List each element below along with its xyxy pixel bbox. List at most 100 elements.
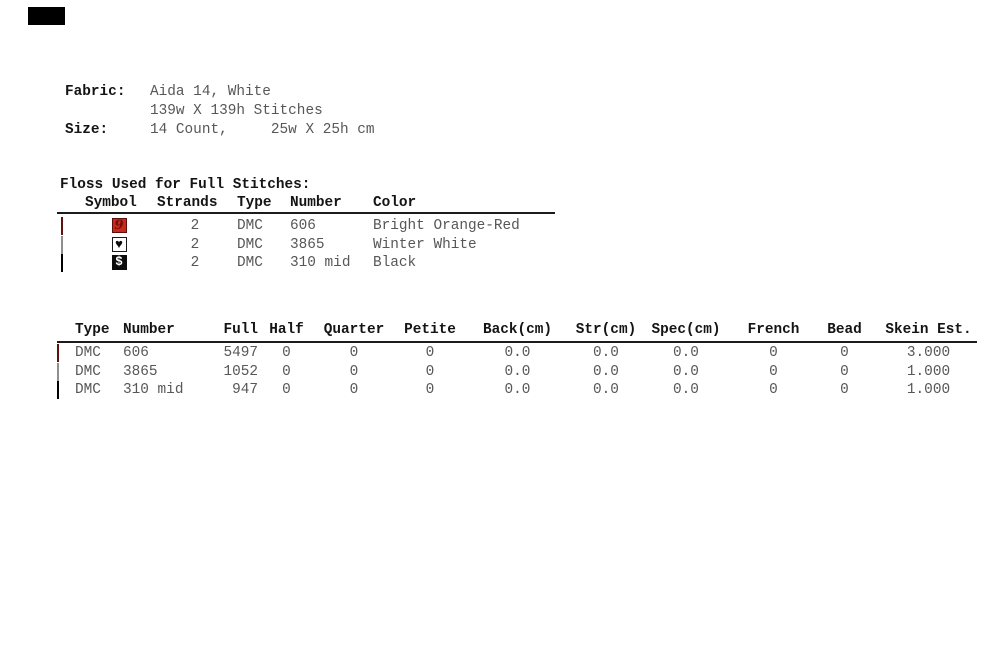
table-row: DMC 606 5497 0 0 0 0.0 0.0 0.0 0 0 3.000 [57,344,985,363]
usage-header-bead: Bead [827,322,862,338]
usage-table-header-rule [57,341,977,343]
stitch-symbol-glyph: $ [115,255,123,270]
floss-table-body: 9 2 DMC 606 Bright Orange-Red ♥ 2 DMC 38… [57,217,555,273]
fabric-value-line1: Aida 14, White [150,84,271,100]
floss-header-strands: Strands [157,195,218,211]
number-cell: 3865 [123,363,158,380]
size-value: 14 Count, 25w X 25h cm [150,122,375,138]
french-cell: 0 [769,363,778,380]
type-cell: DMC [75,382,101,399]
type-cell: DMC [237,255,263,272]
usage-header-french: French [747,322,800,338]
number-cell: 310 mid [123,382,184,399]
floss-header-number: Number [290,195,342,211]
usage-header-skein: Skein Est. [885,322,972,338]
usage-header-spacer [57,322,75,339]
usage-header-full: Full [223,322,258,338]
floss-header-symbol: Symbol [85,195,137,211]
fabric-label-spacer [65,102,150,121]
quarter-cell: 0 [349,345,359,361]
bead-cell: 0 [840,363,849,380]
floss-header-spacer [57,195,83,211]
usage-header-back: Back(cm) [482,322,553,338]
number-cell: 606 [290,218,316,234]
type-cell: DMC [75,345,101,361]
quarter-cell: 0 [349,363,359,380]
fabric-row-2: 139w X 139h Stitches [65,102,375,121]
back-cell: 0.0 [504,363,531,380]
color-swatch [61,235,63,254]
full-cell: 5497 [223,345,258,361]
skein-cell: 1.000 [906,382,951,399]
skein-cell: 1.000 [906,363,951,380]
color-swatch [57,362,59,381]
usage-header-quarter: Quarter [323,322,385,338]
skein-cell: 3.000 [906,345,951,361]
str-cell: 0.0 [593,345,619,361]
stitch-symbol-glyph: ♥ [115,236,123,252]
usage-header-spec: Spec(cm) [651,322,721,338]
full-cell: 1052 [223,363,258,380]
bead-cell: 0 [840,382,849,399]
number-cell: 3865 [290,236,325,253]
floss-table-title: Floss Used for Full Stitches: [60,177,311,193]
type-cell: DMC [75,363,101,380]
french-cell: 0 [769,382,778,399]
size-label: Size: [65,122,109,138]
strands-cell: 2 [190,236,200,253]
floss-header-type: Type [237,195,272,211]
fabric-info-block: Fabric: Aida 14, White 139w X 139h Stitc… [65,83,375,140]
strands-cell: 2 [190,255,200,272]
spec-cell: 0.0 [673,345,699,361]
usage-header-petite: Petite [404,322,456,338]
color-swatch [61,217,63,235]
spec-cell: 0.0 [673,382,699,399]
color-swatch [57,381,59,400]
number-cell: 310 mid [290,255,351,272]
usage-table-body: DMC 606 5497 0 0 0 0.0 0.0 0.0 0 0 3.000… [57,344,985,400]
usage-header-half: Half [269,322,304,338]
table-row: DMC 3865 1052 0 0 0 0.0 0.0 0.0 0 0 1.00… [57,362,985,382]
fabric-value-line2: 139w X 139h Stitches [150,103,323,119]
str-cell: 0.0 [593,382,619,399]
half-cell: 0 [282,363,291,380]
quarter-cell: 0 [349,382,359,399]
usage-header-type: Type [75,322,110,338]
fabric-label: Fabric: [65,84,126,100]
number-cell: 606 [123,345,149,361]
usage-table-header-row: Type Number Full Half Quarter Petite Bac… [57,322,985,339]
back-cell: 0.0 [504,345,531,361]
color-name-cell: Bright Orange-Red [373,218,520,234]
type-cell: DMC [237,218,263,234]
size-row: Size: 14 Count, 25w X 25h cm [65,121,375,140]
stitch-symbol: 9 [111,218,127,233]
stitch-symbol-glyph: 9 [114,218,124,233]
page-corner-mark [28,7,65,25]
color-swatch [61,254,63,273]
table-row: 9 2 DMC 606 Bright Orange-Red [57,217,555,236]
table-row: DMC 310 mid 947 0 0 0 0.0 0.0 0.0 0 0 1.… [57,381,985,400]
spec-cell: 0.0 [673,363,699,380]
bead-cell: 0 [840,345,849,361]
color-swatch [57,344,59,362]
table-row: ♥ 2 DMC 3865 Winter White [57,235,555,255]
color-name-cell: Black [373,255,417,272]
floss-table-header-rule [57,212,555,214]
petite-cell: 0 [425,345,435,361]
half-cell: 0 [282,345,291,361]
color-name-cell: Winter White [373,236,477,253]
str-cell: 0.0 [593,363,619,380]
type-cell: DMC [237,236,263,253]
floss-table-header-row: Symbol Strands Type Number Color [57,195,555,211]
french-cell: 0 [769,345,778,361]
table-row: $ 2 DMC 310 mid Black [57,254,555,273]
back-cell: 0.0 [504,382,531,399]
floss-header-color: Color [373,195,417,211]
stitch-symbol: ♥ [111,236,127,252]
usage-header-str: Str(cm) [575,322,637,338]
stitch-symbol: $ [111,255,127,271]
fabric-row: Fabric: Aida 14, White [65,83,375,102]
strands-cell: 2 [190,218,200,234]
full-cell: 947 [232,382,258,399]
